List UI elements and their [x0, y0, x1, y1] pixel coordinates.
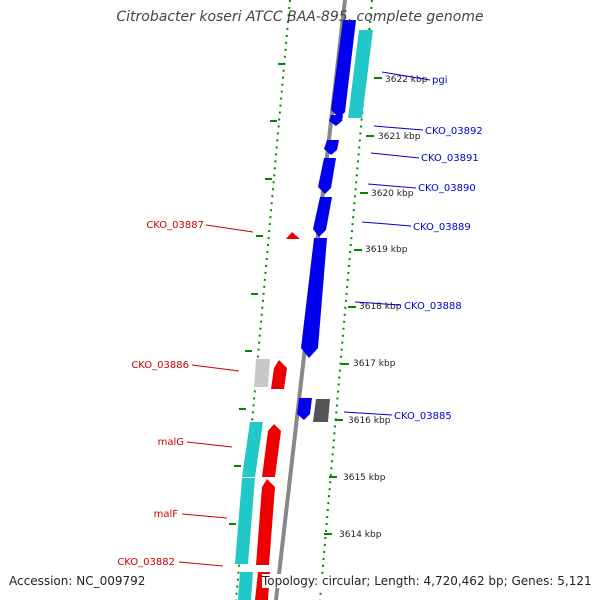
reverse-cds-malF: [256, 479, 275, 565]
outer-scale-line: [319, 0, 373, 600]
forward-cds-CKO-03892: [329, 115, 343, 126]
forward-leader-lines: [343, 71, 431, 416]
forward-cds-CKO-03890: [318, 158, 336, 194]
gene-label-pgi: pgi: [432, 75, 447, 86]
gene-label-CKO-03892: CKO_03892: [425, 126, 483, 137]
scale-label: 3615 kbp: [343, 473, 386, 483]
rna-feature-malG-region: [242, 422, 263, 477]
accession-text: Accession: NC_009792: [9, 574, 150, 588]
outer-scale-ticks: [324, 77, 382, 535]
reverse-cds-CKO-03887: [286, 232, 300, 239]
gene-label-CKO-03885: CKO_03885: [394, 411, 452, 422]
forward-cds-CKO-03888: [301, 238, 327, 358]
reverse-cds-CKO-03886: [271, 360, 287, 389]
rna-feature-pgi: [348, 30, 373, 118]
inner-scale-line: [235, 0, 291, 600]
forward-cds-CKO-03885-blue: [297, 398, 312, 420]
forward-gene-labels: pgi CKO_03892 CKO_03891 CKO_03890 CKO_03…: [394, 75, 483, 422]
reverse-leader-lines: [178, 224, 254, 567]
pseudogene-CKO-03885: [313, 399, 330, 422]
reverse-gene-labels: CKO_03887 CKO_03886 malG malF CKO_03882: [117, 220, 204, 568]
gene-label-CKO-03889: CKO_03889: [413, 222, 471, 233]
scale-label: 3618 kbp: [359, 302, 402, 312]
gene-label-CKO-03887: CKO_03887: [146, 220, 204, 231]
genome-summary-text: Topology: circular; Length: 4,720,462 bp…: [262, 574, 594, 588]
forward-cds-pgi: [331, 20, 356, 118]
gene-label-malG: malG: [158, 437, 184, 448]
scale-label: 3616 kbp: [348, 416, 391, 426]
rna-feature-malF-region: [235, 478, 255, 564]
reverse-cds-malG: [262, 424, 281, 477]
forward-cds-CKO-03889: [313, 197, 332, 237]
pseudogene-CKO-03886: [254, 359, 270, 387]
scale-label: 3617 kbp: [353, 359, 396, 369]
gene-label-CKO-03891: CKO_03891: [421, 153, 479, 164]
gene-label-CKO-03882: CKO_03882: [117, 557, 175, 568]
scale-label: 3622 kbp: [385, 75, 428, 85]
gene-label-CKO-03890: CKO_03890: [418, 183, 476, 194]
gene-label-malF: malF: [154, 509, 179, 520]
gene-label-CKO-03886: CKO_03886: [131, 360, 189, 371]
inner-scale-ticks: [229, 63, 285, 525]
forward-cds-CKO-03891: [324, 140, 339, 155]
map-title: Citrobacter koseri ATCC BAA-895, complet…: [116, 9, 484, 25]
scale-label: 3621 kbp: [378, 132, 421, 142]
scale-labels: 3622 kbp 3621 kbp 3620 kbp 3619 kbp 3618…: [339, 75, 428, 540]
rna-feature-bottom: [238, 572, 253, 600]
gene-label-CKO-03888: CKO_03888: [404, 301, 462, 312]
scale-label: 3614 kbp: [339, 530, 382, 540]
scale-label: 3619 kbp: [365, 245, 408, 255]
scale-label: 3620 kbp: [371, 189, 414, 199]
